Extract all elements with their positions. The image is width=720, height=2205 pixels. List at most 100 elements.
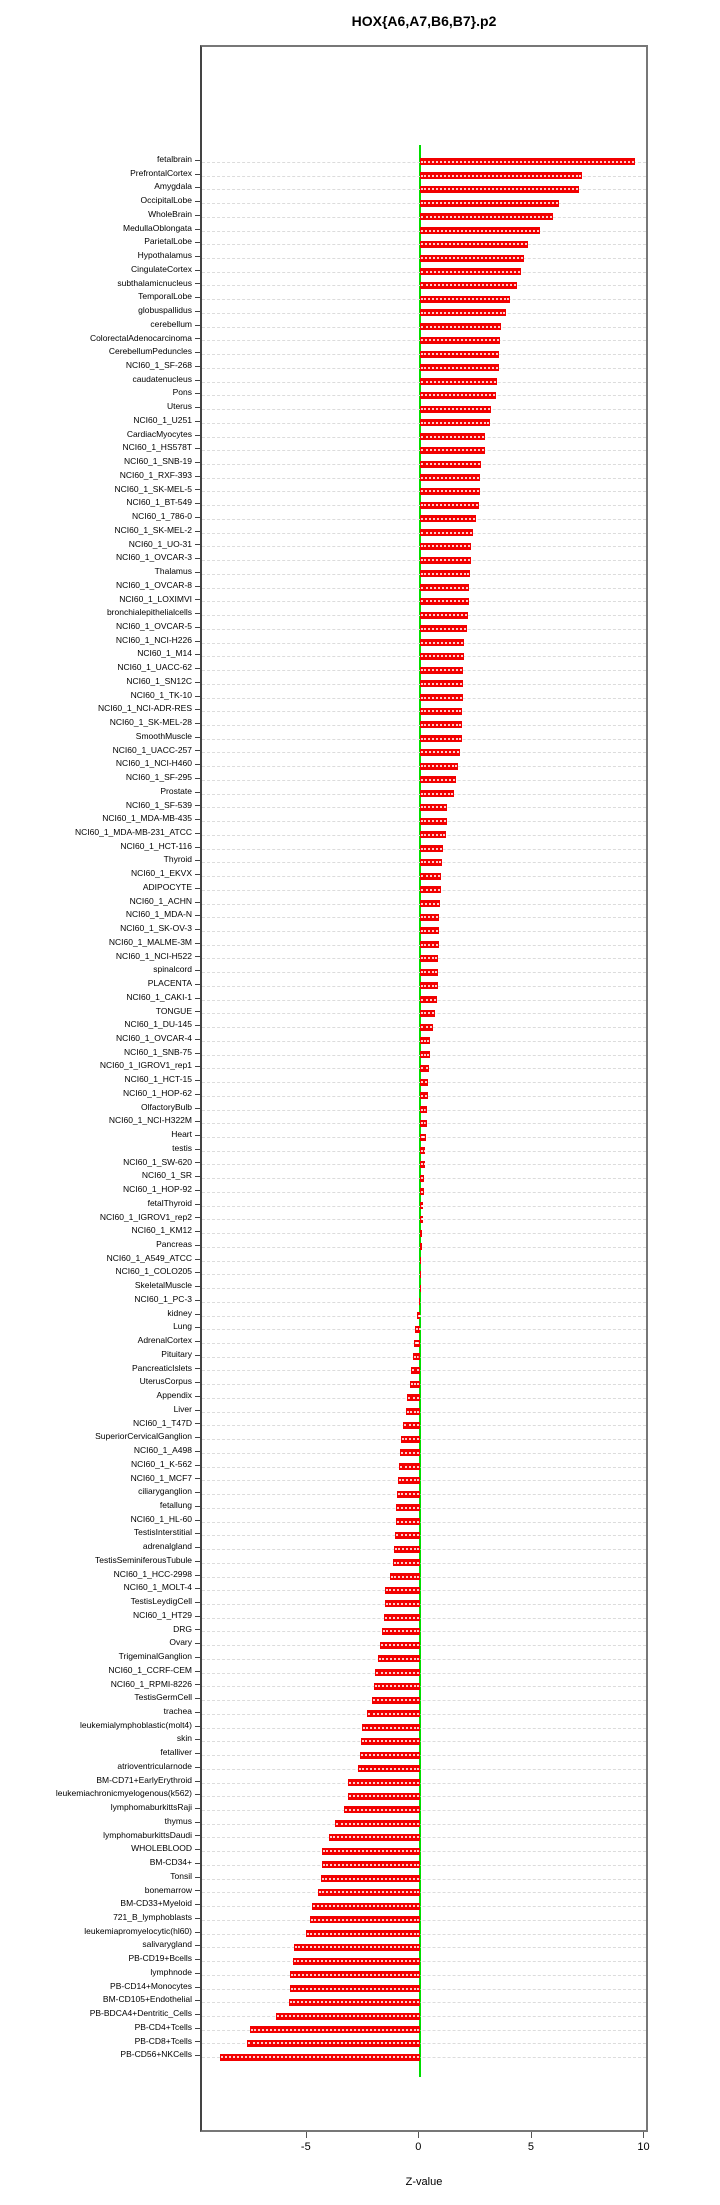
gridline bbox=[202, 1439, 646, 1441]
gridline bbox=[202, 1562, 646, 1564]
category-label: PLACENTA bbox=[0, 977, 201, 991]
bar-row bbox=[202, 1144, 646, 1158]
bar bbox=[420, 639, 465, 647]
category-label: NCI60_1_SF-539 bbox=[0, 799, 201, 813]
bar bbox=[420, 694, 463, 701]
gridline bbox=[202, 1494, 646, 1496]
category-label: NCI60_1_MOLT-4 bbox=[0, 1581, 201, 1595]
bar-row bbox=[202, 210, 646, 224]
gridline bbox=[202, 1205, 646, 1207]
bar-row bbox=[202, 759, 646, 773]
bar bbox=[289, 1971, 421, 1979]
bar bbox=[420, 790, 454, 798]
category-label: WholeBrain bbox=[0, 208, 201, 222]
bar bbox=[420, 584, 470, 592]
bar-row bbox=[202, 677, 646, 691]
bar bbox=[334, 1820, 421, 1828]
bar bbox=[420, 1243, 422, 1251]
bar bbox=[357, 1765, 421, 1773]
gridline bbox=[202, 1658, 646, 1660]
bar-row bbox=[202, 1583, 646, 1597]
bar bbox=[420, 1064, 430, 1072]
bar-row bbox=[202, 869, 646, 883]
category-label: SkeletalMuscle bbox=[0, 1279, 201, 1293]
category-label: NCI60_1_HOP-92 bbox=[0, 1183, 201, 1197]
bar-row bbox=[202, 265, 646, 279]
category-label: NCI60_1_HCT-116 bbox=[0, 840, 201, 854]
bar bbox=[322, 1847, 421, 1855]
bar-row bbox=[202, 361, 646, 375]
category-label: NCI60_1_SK-MEL-5 bbox=[0, 483, 201, 497]
category-label: NCI60_1_SNB-75 bbox=[0, 1046, 201, 1060]
bar-row bbox=[202, 1075, 646, 1089]
bar bbox=[343, 1806, 421, 1814]
bar-row bbox=[202, 2050, 646, 2064]
bar-row bbox=[202, 1474, 646, 1488]
bar bbox=[361, 1724, 421, 1732]
bar bbox=[396, 1490, 421, 1498]
category-label: NCI60_1_CCRF-CEM bbox=[0, 1664, 201, 1678]
x-axis-tick bbox=[305, 2132, 307, 2138]
bar-row bbox=[202, 1350, 646, 1364]
gridline bbox=[202, 1755, 646, 1757]
bar bbox=[420, 680, 464, 688]
bar-row bbox=[202, 979, 646, 993]
bar bbox=[420, 1257, 422, 1265]
bar bbox=[367, 1710, 421, 1718]
bar bbox=[310, 1916, 421, 1924]
category-label: adrenalgland bbox=[0, 1540, 201, 1554]
category-label: NCI60_1_SNB-19 bbox=[0, 455, 201, 469]
category-label: Pancreas bbox=[0, 1238, 201, 1252]
bar bbox=[420, 1023, 433, 1031]
bar-row bbox=[202, 1680, 646, 1694]
category-label: atrioventricularnode bbox=[0, 1760, 201, 1774]
category-label: 721_B_lymphoblasts bbox=[0, 1911, 201, 1925]
bar bbox=[321, 1875, 421, 1883]
bar-row bbox=[202, 279, 646, 293]
bar bbox=[420, 487, 481, 495]
x-axis-tick-label: -5 bbox=[300, 2141, 311, 2153]
bar bbox=[420, 597, 469, 605]
bar-row bbox=[202, 1432, 646, 1446]
category-label: PB-CD8+Tcells bbox=[0, 2035, 201, 2049]
gridline bbox=[202, 1947, 646, 1949]
gridline bbox=[202, 1288, 646, 1290]
category-label: PancreaticIslets bbox=[0, 1362, 201, 1376]
category-label: NCI60_1_LOXIMVI bbox=[0, 593, 201, 607]
bar-row bbox=[202, 471, 646, 485]
gridline bbox=[202, 1370, 646, 1372]
gridline bbox=[202, 1343, 646, 1345]
category-label: caudatenucleus bbox=[0, 373, 201, 387]
bar-row bbox=[202, 1213, 646, 1227]
bar-row bbox=[202, 553, 646, 567]
category-label: NCI60_1_UACC-62 bbox=[0, 661, 201, 675]
bar-row bbox=[202, 1652, 646, 1666]
category-label: NCI60_1_HCT-15 bbox=[0, 1073, 201, 1087]
bar-row bbox=[202, 1844, 646, 1858]
category-label: NCI60_1_OVCAR-8 bbox=[0, 579, 201, 593]
bar bbox=[398, 1463, 421, 1471]
bar-row bbox=[202, 622, 646, 636]
bar bbox=[392, 1559, 421, 1567]
bar-row bbox=[202, 1611, 646, 1625]
bar-row bbox=[202, 1419, 646, 1433]
gridline bbox=[202, 1672, 646, 1674]
category-label: skin bbox=[0, 1732, 201, 1746]
bar bbox=[420, 419, 491, 427]
category-label: NCI60_1_MDA-MB-435 bbox=[0, 812, 201, 826]
category-label: Thalamus bbox=[0, 565, 201, 579]
bar-row bbox=[202, 910, 646, 924]
gridline bbox=[202, 1274, 646, 1276]
bar-row bbox=[202, 663, 646, 677]
category-label: NCI60_1_IGROV1_rep2 bbox=[0, 1211, 201, 1225]
gridline bbox=[202, 1246, 646, 1248]
bar-row bbox=[202, 2009, 646, 2023]
bar-row bbox=[202, 292, 646, 306]
bar bbox=[379, 1641, 421, 1649]
gridline bbox=[202, 2016, 646, 2017]
category-label: NCI60_1_ACHN bbox=[0, 895, 201, 909]
category-label: Tonsil bbox=[0, 1870, 201, 1884]
bar-row bbox=[202, 485, 646, 499]
category-label: NCI60_1_BT-549 bbox=[0, 496, 201, 510]
category-label: SmoothMuscle bbox=[0, 730, 201, 744]
